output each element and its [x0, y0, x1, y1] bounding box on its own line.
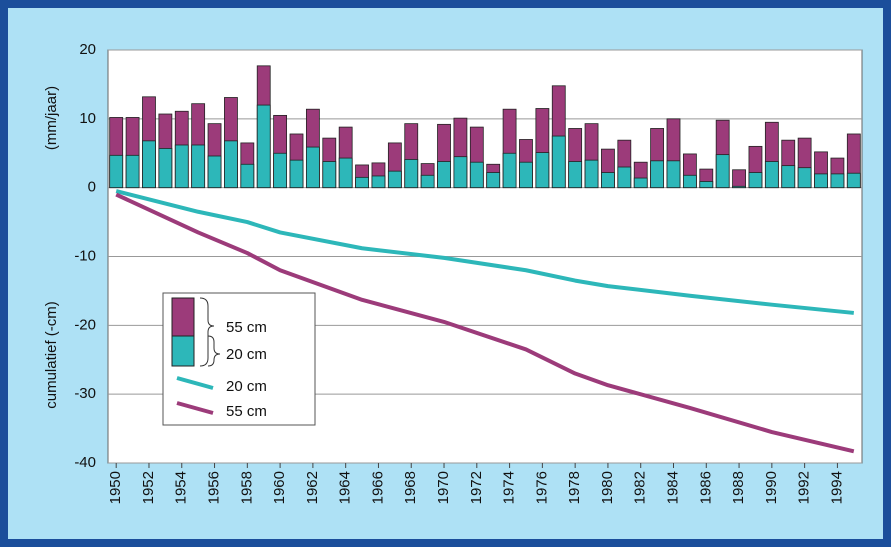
- bar: [797, 167, 812, 189]
- bar: [486, 172, 501, 189]
- bar: [256, 104, 271, 189]
- legend-line: [176, 376, 214, 390]
- y-tick-label: -30: [74, 385, 96, 402]
- bar: [371, 175, 386, 189]
- x-tick-label: 1984: [664, 471, 681, 504]
- bar: [273, 152, 288, 189]
- legend-label: 20 cm: [226, 346, 267, 363]
- legend-line: [176, 401, 214, 415]
- bar: [830, 173, 845, 189]
- bar: [289, 159, 304, 189]
- bar: [748, 172, 763, 189]
- bar: [355, 176, 369, 189]
- y-tick-label: -40: [74, 454, 96, 471]
- bar: [125, 154, 140, 189]
- bar: [142, 140, 156, 189]
- bar: [814, 173, 828, 189]
- line: [115, 192, 855, 454]
- bar: [174, 144, 189, 189]
- bar: [338, 157, 353, 189]
- bar: [420, 174, 435, 189]
- bar: [699, 181, 714, 189]
- x-tick-label: 1976: [533, 471, 550, 504]
- x-tick-label: 1952: [140, 471, 157, 504]
- bar: [551, 135, 566, 189]
- bar: [469, 161, 484, 189]
- bar: [158, 148, 173, 189]
- y-tick-label: 0: [88, 179, 96, 196]
- bar: [535, 152, 550, 189]
- bar: [650, 160, 665, 189]
- x-tick-label: 1968: [402, 471, 419, 504]
- x-tick-label: 1970: [435, 471, 452, 504]
- x-tick-label: 1966: [369, 471, 386, 504]
- x-tick-label: 1986: [697, 471, 714, 504]
- legend-label: 55 cm: [226, 403, 267, 420]
- x-tick-label: 1958: [238, 471, 255, 504]
- x-tick-label: 1978: [566, 471, 583, 504]
- bar: [846, 172, 861, 189]
- bar: [502, 152, 517, 189]
- x-tick-label: 1954: [173, 471, 190, 504]
- bar: [666, 160, 681, 189]
- y-tick-label: -10: [74, 247, 96, 264]
- y-tick-label: 20: [79, 41, 96, 58]
- bar: [404, 159, 419, 189]
- x-tick-label: 1974: [501, 471, 518, 504]
- bar: [109, 154, 124, 189]
- bar: [519, 161, 533, 189]
- y-label-bottom: cumulatief (-cm): [43, 301, 60, 409]
- bar: [781, 165, 796, 189]
- x-tick-label: 1972: [468, 471, 485, 504]
- bar: [633, 177, 648, 189]
- brace: [199, 297, 215, 367]
- bar: [453, 156, 468, 189]
- x-tick-label: 1994: [828, 471, 845, 504]
- x-tick-label: 1990: [763, 471, 780, 504]
- x-tick-label: 1950: [107, 471, 124, 504]
- bar: [437, 161, 451, 189]
- y-tick-label: 10: [79, 110, 96, 127]
- bar: [584, 159, 599, 189]
- y-label-top: (mm/jaar): [43, 86, 60, 150]
- x-tick-label: 1956: [206, 471, 223, 504]
- line: [115, 189, 855, 315]
- bar: [732, 185, 746, 189]
- bar: [682, 174, 697, 189]
- x-tick-label: 1960: [271, 471, 288, 504]
- bar: [191, 144, 206, 189]
- bar: [305, 146, 320, 189]
- bar: [732, 169, 746, 189]
- bar: [224, 140, 238, 189]
- legend-swatch: [171, 335, 195, 367]
- bar: [568, 161, 583, 189]
- x-tick-label: 1980: [599, 471, 616, 504]
- y-tick-label: -20: [74, 316, 96, 333]
- legend-label: 55 cm: [226, 319, 267, 336]
- x-tick-label: 1988: [730, 471, 747, 504]
- bar: [207, 155, 222, 189]
- bar: [617, 166, 632, 189]
- bar: [240, 163, 255, 189]
- x-tick-label: 1964: [337, 471, 354, 504]
- bar: [601, 172, 615, 189]
- legend-label: 20 cm: [226, 378, 267, 395]
- bar: [322, 161, 337, 189]
- x-tick-label: 1962: [304, 471, 321, 504]
- bar: [715, 154, 730, 189]
- x-tick-label: 1982: [632, 471, 649, 504]
- x-tick-label: 1992: [796, 471, 813, 504]
- brace: [207, 335, 221, 367]
- bar: [764, 161, 779, 189]
- bar: [387, 170, 402, 189]
